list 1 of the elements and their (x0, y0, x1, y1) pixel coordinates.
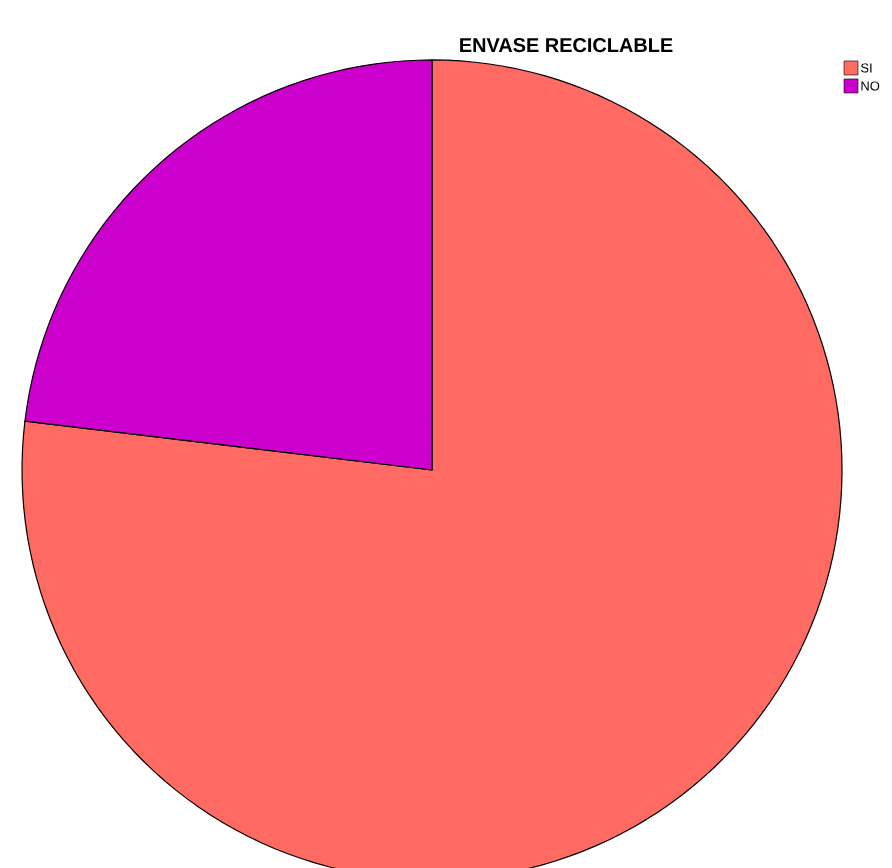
chart-title: ENVASE RECICLABLE (460, 38, 673, 53)
